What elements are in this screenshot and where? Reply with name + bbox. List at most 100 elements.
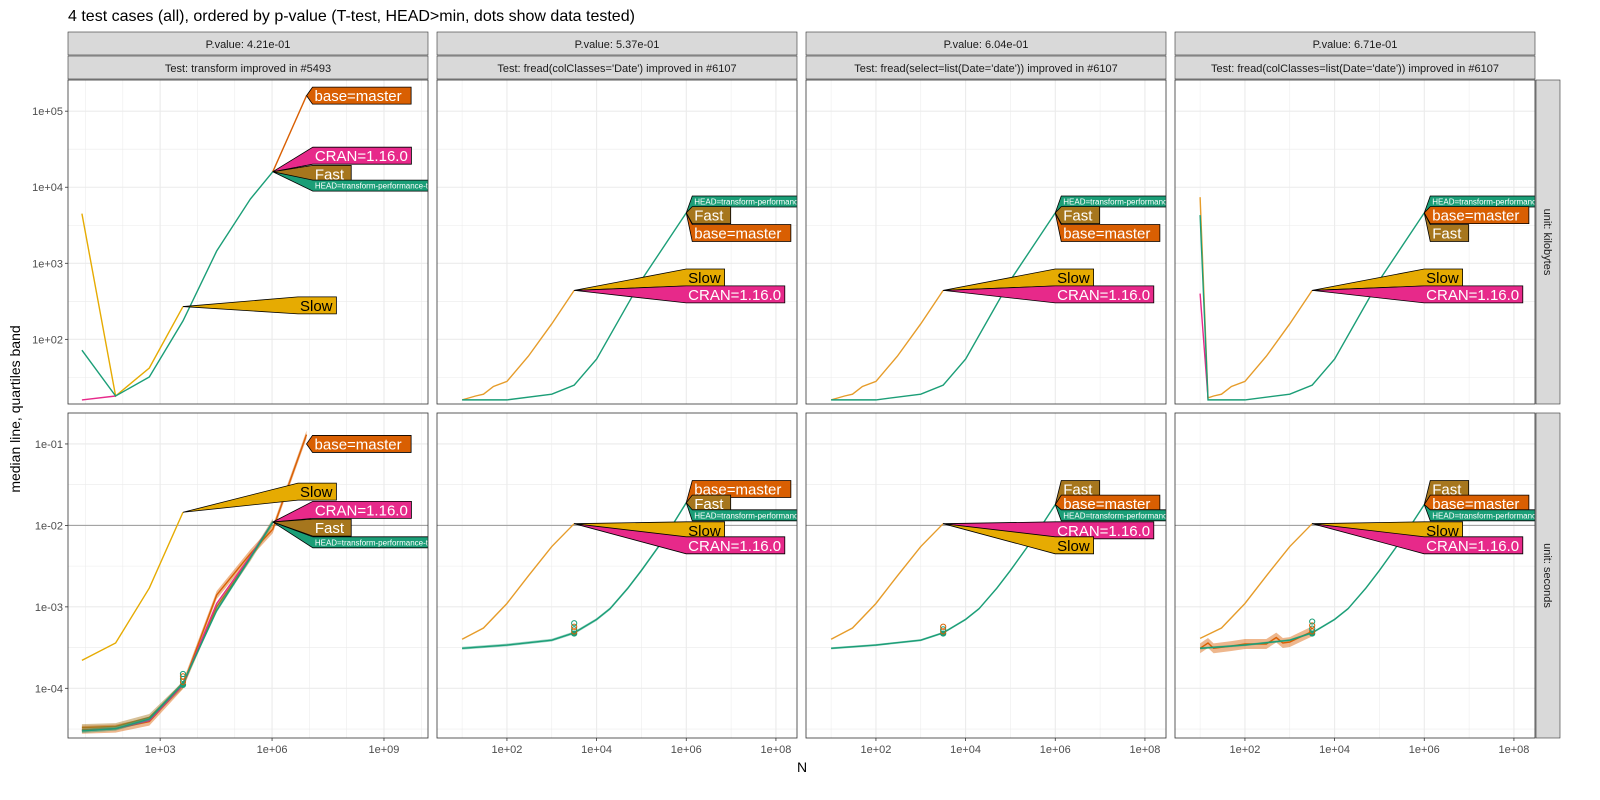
- data-point: [1309, 625, 1316, 632]
- series-label: base=master: [1423, 494, 1530, 513]
- test-strip: [805, 55, 1167, 80]
- label-text: Fast: [1432, 481, 1462, 498]
- data-point: [571, 626, 578, 633]
- label-box: [1423, 504, 1535, 522]
- label-text: HEAD=transform-performance-te: [694, 511, 812, 520]
- label-text: HEAD=transform-performance-te: [1432, 511, 1550, 520]
- pvalue-strip: [67, 31, 429, 56]
- unit-strip: [1535, 79, 1561, 405]
- panel-background: [806, 413, 1166, 738]
- x-tick-label: 1e+02: [1229, 744, 1260, 756]
- panel-border: [1174, 412, 1536, 739]
- data-point: [1309, 618, 1316, 625]
- series-label: base=master: [306, 435, 412, 453]
- series-line: [830, 523, 944, 640]
- label-box: [1054, 212, 1161, 242]
- series-line: [830, 290, 944, 401]
- unit-strip-label: unit: seconds: [1541, 543, 1553, 608]
- y-tick-label: 1e-04: [35, 683, 63, 695]
- x-tick-label: 1e+04: [581, 744, 612, 756]
- label-text: CRAN=1.16.0: [1426, 287, 1519, 304]
- label-text: Fast: [315, 520, 345, 537]
- label-box: [306, 435, 412, 453]
- series-label: CRAN=1.16.0: [943, 285, 1155, 304]
- label-box: [1312, 523, 1524, 555]
- panel-background: [68, 413, 428, 738]
- label-text: Fast: [315, 166, 345, 183]
- label-text: HEAD=transform-performance-te: [315, 182, 433, 191]
- panel-border: [436, 79, 798, 405]
- series-label: HEAD=transform-performance-te: [685, 502, 812, 522]
- chart-title: 4 test cases (all), ordered by p-value (…: [68, 8, 635, 25]
- panel-plot-area: Fastbase=masterHEAD=transform-performanc…: [1175, 413, 1550, 738]
- series-line: [81, 511, 184, 662]
- label-text: Fast: [1063, 481, 1093, 498]
- series-label: CRAN=1.16.0: [574, 523, 786, 555]
- label-text: base=master: [315, 88, 402, 105]
- data-point: [940, 623, 947, 630]
- test-strip-label: Test: transform improved in #5493: [165, 63, 331, 75]
- x-tick-label: 1e+08: [760, 744, 791, 756]
- series-line: [1199, 197, 1313, 399]
- x-tick-label: 1e+06: [257, 744, 288, 756]
- panel-border: [1174, 79, 1536, 405]
- series-line: [461, 523, 575, 640]
- y-axis-title: median line, quartiles band: [7, 325, 23, 492]
- label-text: Slow: [300, 298, 333, 315]
- series-label: base=master: [306, 86, 412, 105]
- data-point: [940, 628, 947, 635]
- label-text: Slow: [1426, 270, 1459, 287]
- label-box: [685, 502, 797, 522]
- series-line: [461, 290, 575, 401]
- series-label: Slow: [1312, 268, 1463, 291]
- panel-background: [806, 80, 1166, 404]
- series-line: [831, 504, 1056, 649]
- series-label: base=master: [1423, 206, 1530, 225]
- label-text: Slow: [1057, 270, 1090, 287]
- label-text: CRAN=1.16.0: [315, 502, 408, 519]
- series-label: CRAN=1.16.0: [1312, 285, 1524, 304]
- y-tick-label: 1e+04: [32, 182, 63, 194]
- panel-background: [437, 80, 797, 404]
- x-tick-label: 1e+06: [1409, 744, 1440, 756]
- panel-plot-area: HEAD=transform-performance-te Fastbase=ma…: [806, 80, 1166, 404]
- x-tick-label: 1e+09: [369, 744, 400, 756]
- data-point: [940, 626, 947, 633]
- label-text: base=master: [694, 481, 781, 498]
- label-box: [272, 521, 428, 549]
- series-label: HEAD=transform-performance-te: [272, 521, 428, 549]
- series-label: CRAN=1.16.0: [272, 146, 412, 173]
- series-label: CRAN=1.16.0: [1312, 523, 1524, 555]
- series-label: base=master: [1054, 212, 1161, 243]
- panel-border: [805, 412, 1167, 739]
- series-label: base=master: [1054, 494, 1161, 513]
- x-tick-label: 1e+06: [1040, 744, 1071, 756]
- unit-strip-label: unit: kilobytes: [1541, 209, 1553, 276]
- series-label: HEAD=transform-performance-te: [1423, 504, 1550, 522]
- series-label: Fast: [1054, 480, 1101, 505]
- data-point: [571, 620, 578, 627]
- panel-plot-area: base=masterFastHEAD=transform-performanc…: [437, 413, 812, 738]
- x-axis-title: N: [797, 759, 807, 775]
- label-box: [182, 482, 337, 513]
- label-box: [943, 285, 1155, 304]
- label-box: [1423, 212, 1470, 242]
- x-tick-label: 1e+08: [1498, 744, 1529, 756]
- label-text: CRAN=1.16.0: [1057, 287, 1150, 304]
- quartile-band: [81, 519, 273, 733]
- series-label: CRAN=1.16.0: [574, 285, 786, 304]
- series-label: Fast: [272, 518, 352, 537]
- y-tick-label: 1e+03: [32, 258, 63, 270]
- y-tick-label: 1e-01: [35, 439, 63, 451]
- series-label: CRAN=1.16.0: [943, 521, 1155, 540]
- panel-background: [1175, 413, 1535, 738]
- y-tick-label: 1e+05: [32, 106, 63, 118]
- label-box: [1054, 504, 1166, 522]
- label-text: CRAN=1.16.0: [1057, 523, 1150, 540]
- series-label: Fast: [1054, 206, 1101, 225]
- label-text: Slow: [688, 523, 721, 540]
- panel-background: [437, 413, 797, 738]
- x-tick-label: 1e+02: [860, 744, 891, 756]
- x-tick-label: 1e+04: [950, 744, 981, 756]
- panel-background: [1175, 80, 1535, 404]
